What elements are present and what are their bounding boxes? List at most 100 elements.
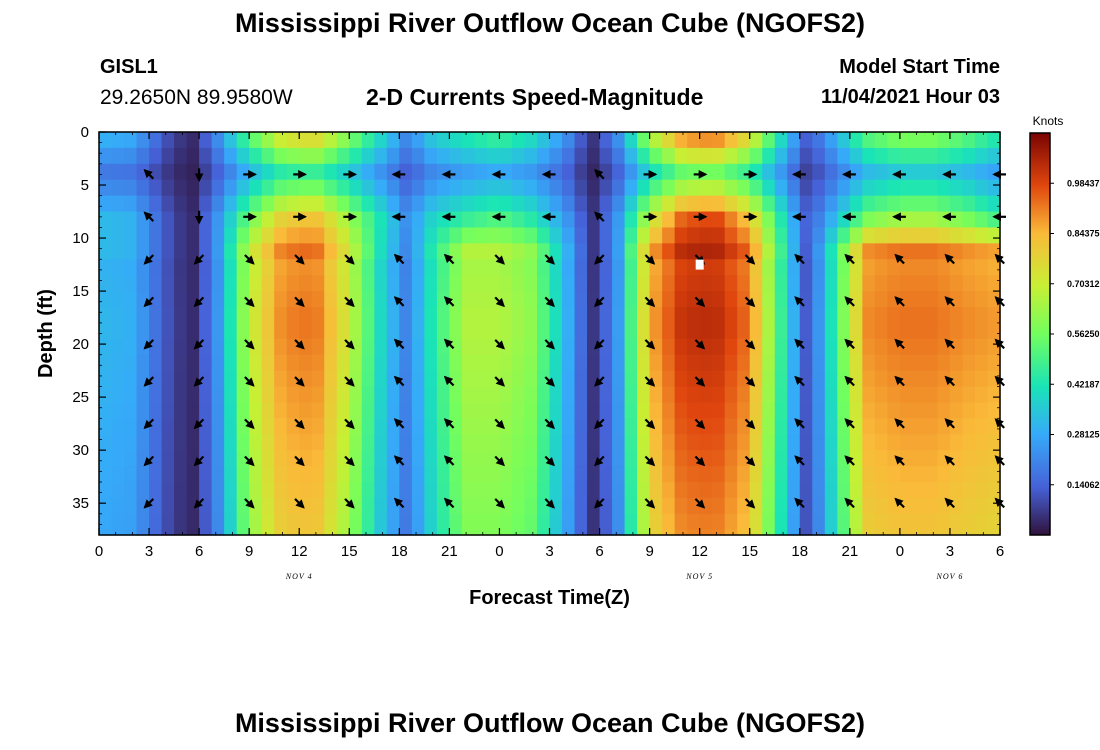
heatmap-cell bbox=[574, 227, 588, 244]
heatmap-cell bbox=[311, 354, 325, 372]
current-vector-arrow bbox=[143, 296, 155, 308]
heatmap-cell bbox=[812, 243, 826, 260]
heatmap-cell bbox=[624, 195, 638, 213]
heatmap-cell bbox=[174, 354, 188, 372]
heatmap-cell bbox=[424, 513, 438, 531]
heatmap-cell bbox=[236, 513, 250, 531]
heatmap-cell bbox=[236, 481, 250, 499]
heatmap-cell bbox=[624, 513, 638, 531]
heatmap-cell bbox=[161, 338, 175, 356]
heatmap-cell bbox=[637, 147, 651, 165]
heatmap-cell bbox=[99, 306, 113, 324]
x-tick-label: 3 bbox=[545, 543, 553, 560]
heatmap-cell bbox=[186, 450, 200, 467]
heatmap-cell bbox=[599, 466, 613, 483]
heatmap-cell bbox=[962, 147, 976, 165]
heatmap-cell bbox=[511, 466, 526, 483]
heatmap-cell bbox=[962, 243, 976, 260]
heatmap-cell bbox=[499, 322, 513, 340]
heatmap-cell bbox=[987, 306, 1001, 324]
heatmap-cell bbox=[737, 259, 751, 276]
heatmap-cell bbox=[649, 179, 663, 197]
heatmap-cell bbox=[862, 529, 876, 536]
heatmap-cell bbox=[199, 386, 213, 404]
heatmap-cell bbox=[274, 291, 288, 308]
heatmap-cell bbox=[274, 211, 288, 229]
heatmap-cell bbox=[924, 227, 939, 244]
heatmap-cell bbox=[461, 211, 476, 229]
heatmap-cell bbox=[111, 179, 125, 197]
heatmap-cell bbox=[299, 386, 313, 404]
heatmap-cell bbox=[787, 322, 801, 340]
heatmap-cell bbox=[324, 195, 338, 213]
heatmap-cell bbox=[574, 243, 588, 260]
heatmap-cell bbox=[524, 354, 538, 372]
heatmap-cell bbox=[574, 275, 588, 292]
heatmap-cell bbox=[912, 306, 926, 324]
heatmap-cell bbox=[699, 529, 713, 536]
heatmap-cell bbox=[261, 195, 275, 213]
heatmap-cell bbox=[762, 227, 776, 244]
heatmap-cell bbox=[612, 434, 626, 451]
heatmap-cell bbox=[449, 322, 463, 340]
heatmap-cell bbox=[674, 402, 688, 419]
x-axis-title: Forecast Time(Z) bbox=[469, 587, 630, 609]
heatmap-cell bbox=[762, 132, 776, 149]
heatmap-cell bbox=[937, 402, 951, 419]
current-vector-arrow bbox=[794, 455, 805, 466]
heatmap-cell bbox=[211, 275, 225, 292]
heatmap-cell bbox=[399, 179, 413, 197]
heatmap-cell bbox=[712, 163, 726, 181]
heatmap-cell bbox=[99, 132, 113, 149]
heatmap-cell bbox=[311, 402, 325, 419]
heatmap-cell bbox=[111, 450, 125, 467]
heatmap-cell bbox=[336, 179, 350, 197]
heatmap-cell bbox=[737, 147, 751, 165]
heatmap-cell bbox=[674, 195, 688, 213]
heatmap-cell bbox=[249, 434, 263, 451]
heatmap-cell bbox=[199, 434, 213, 451]
heatmap-cell bbox=[824, 179, 838, 197]
heatmap-cell bbox=[311, 434, 325, 451]
heatmap-cell bbox=[136, 513, 150, 531]
heatmap-cell bbox=[99, 481, 113, 499]
heatmap-cell bbox=[199, 513, 213, 531]
heatmap-cell bbox=[699, 179, 713, 197]
heatmap-cell bbox=[899, 243, 913, 260]
heatmap-cell bbox=[724, 354, 738, 372]
heatmap-cell bbox=[174, 259, 188, 276]
heatmap-cell bbox=[874, 163, 888, 181]
heatmap-cell bbox=[424, 306, 438, 324]
heatmap-cell bbox=[562, 450, 576, 467]
heatmap-cell bbox=[449, 179, 463, 197]
heatmap-cell bbox=[224, 354, 238, 372]
current-vector-arrow bbox=[244, 455, 255, 467]
heatmap-cell bbox=[486, 513, 501, 531]
heatmap-cell bbox=[674, 370, 688, 388]
heatmap-cell bbox=[361, 275, 375, 292]
heatmap-cell bbox=[124, 163, 138, 181]
heatmap-cell bbox=[311, 497, 325, 515]
heatmap-cell bbox=[411, 529, 425, 536]
heatmap-cell bbox=[824, 195, 838, 213]
heatmap-cell bbox=[762, 338, 776, 356]
heatmap-cell bbox=[211, 163, 225, 181]
heatmap-cell bbox=[449, 529, 463, 536]
heatmap-cell bbox=[949, 306, 964, 324]
heatmap-cell bbox=[474, 513, 488, 531]
heatmap-cell bbox=[424, 481, 438, 499]
heatmap-cell bbox=[436, 163, 450, 181]
heatmap-cell bbox=[899, 434, 913, 451]
heatmap-cell bbox=[824, 386, 838, 404]
heatmap-cell bbox=[499, 275, 513, 292]
heatmap-cell bbox=[987, 147, 1001, 165]
heatmap-cell bbox=[974, 259, 989, 276]
heatmap-cell bbox=[924, 497, 939, 515]
heatmap-cell bbox=[474, 195, 488, 213]
heatmap-cell bbox=[136, 481, 150, 499]
heatmap-cell bbox=[324, 306, 338, 324]
heatmap-cell bbox=[499, 513, 513, 531]
heatmap-cell bbox=[161, 529, 175, 536]
heatmap-cell bbox=[974, 147, 989, 165]
heatmap-cell bbox=[536, 466, 551, 483]
